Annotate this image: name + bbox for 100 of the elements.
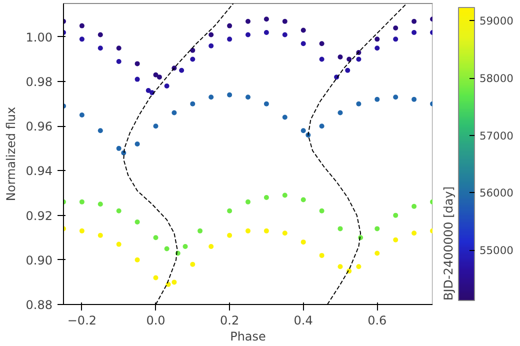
color-bar-label: 57000 (480, 129, 514, 142)
point (246, 94, 250, 100)
point (79, 112, 84, 118)
color-bar-label: 58000 (480, 72, 514, 86)
point (338, 110, 343, 116)
y-axis-title: Normalized flux (4, 106, 18, 202)
point (172, 110, 177, 116)
point (282, 32, 288, 38)
x-axis-title: Phase (230, 330, 266, 344)
point (346, 56, 352, 62)
point (182, 244, 188, 250)
point (227, 208, 232, 214)
point (246, 199, 250, 204)
point (282, 230, 288, 236)
point (208, 244, 214, 250)
y-tick-label: 0.90 (26, 253, 52, 268)
point (208, 32, 214, 38)
point (190, 101, 196, 106)
point (198, 228, 203, 234)
point (190, 56, 196, 62)
point (374, 46, 380, 51)
point (282, 18, 288, 24)
point (246, 18, 250, 24)
y-tick-label: 0.96 (26, 120, 52, 134)
point (300, 128, 306, 134)
point (98, 202, 103, 207)
point (300, 28, 306, 33)
point (374, 226, 380, 232)
point (412, 204, 417, 209)
point (393, 94, 398, 100)
point (116, 46, 122, 51)
point (227, 232, 232, 238)
color-bar-label: 55000 (480, 244, 514, 258)
point (264, 16, 269, 22)
point (319, 208, 324, 214)
point (264, 101, 269, 106)
point (208, 94, 214, 100)
y-tick-label: 0.94 (26, 164, 52, 178)
point (156, 74, 162, 80)
point (246, 32, 250, 38)
point (393, 36, 398, 42)
point (300, 41, 306, 46)
point (179, 68, 184, 73)
point (374, 96, 380, 102)
point (412, 18, 417, 24)
point (153, 72, 158, 78)
point (264, 30, 269, 35)
point (164, 246, 170, 252)
y-tick-label: 0.98 (26, 75, 52, 90)
point (338, 54, 343, 60)
point (319, 56, 324, 62)
x-tick-label: 0.0 (146, 314, 166, 328)
point (227, 36, 232, 42)
point (153, 275, 158, 280)
point (164, 84, 170, 88)
color-bar-label: 59000 (480, 14, 514, 28)
point (134, 141, 140, 146)
point (134, 257, 140, 262)
point (79, 23, 84, 28)
y-tick-label: 1.00 (26, 30, 52, 44)
point (282, 114, 288, 120)
point (246, 228, 250, 234)
point (153, 235, 158, 240)
point (227, 92, 232, 98)
color-bar-title: BJD-2400000 [day] (442, 186, 456, 300)
point (319, 252, 324, 258)
point (300, 197, 306, 202)
point (98, 232, 103, 238)
point (319, 124, 324, 129)
point (412, 96, 417, 102)
point (374, 36, 380, 42)
point (264, 194, 269, 200)
point (134, 220, 140, 224)
point (319, 41, 324, 46)
point (356, 101, 362, 106)
x-tick-label: 0.4 (294, 314, 313, 328)
point (393, 237, 398, 242)
point (412, 30, 417, 35)
point (393, 212, 398, 218)
point (134, 61, 140, 66)
point (146, 88, 151, 93)
point (153, 124, 158, 129)
point (300, 240, 306, 245)
point (227, 23, 232, 28)
point (79, 228, 84, 234)
x-tick-label: 0.2 (220, 314, 240, 328)
x-tick-label: 0.6 (368, 314, 387, 328)
point (116, 208, 122, 214)
point (134, 76, 140, 82)
x-tick-label: −0.2 (67, 314, 97, 328)
point (282, 192, 288, 198)
point (374, 250, 380, 256)
point (393, 26, 398, 31)
point (116, 242, 122, 247)
point (412, 230, 417, 236)
point (98, 32, 103, 38)
point (116, 58, 122, 64)
point (172, 280, 177, 285)
point (338, 264, 343, 270)
point (190, 262, 196, 267)
